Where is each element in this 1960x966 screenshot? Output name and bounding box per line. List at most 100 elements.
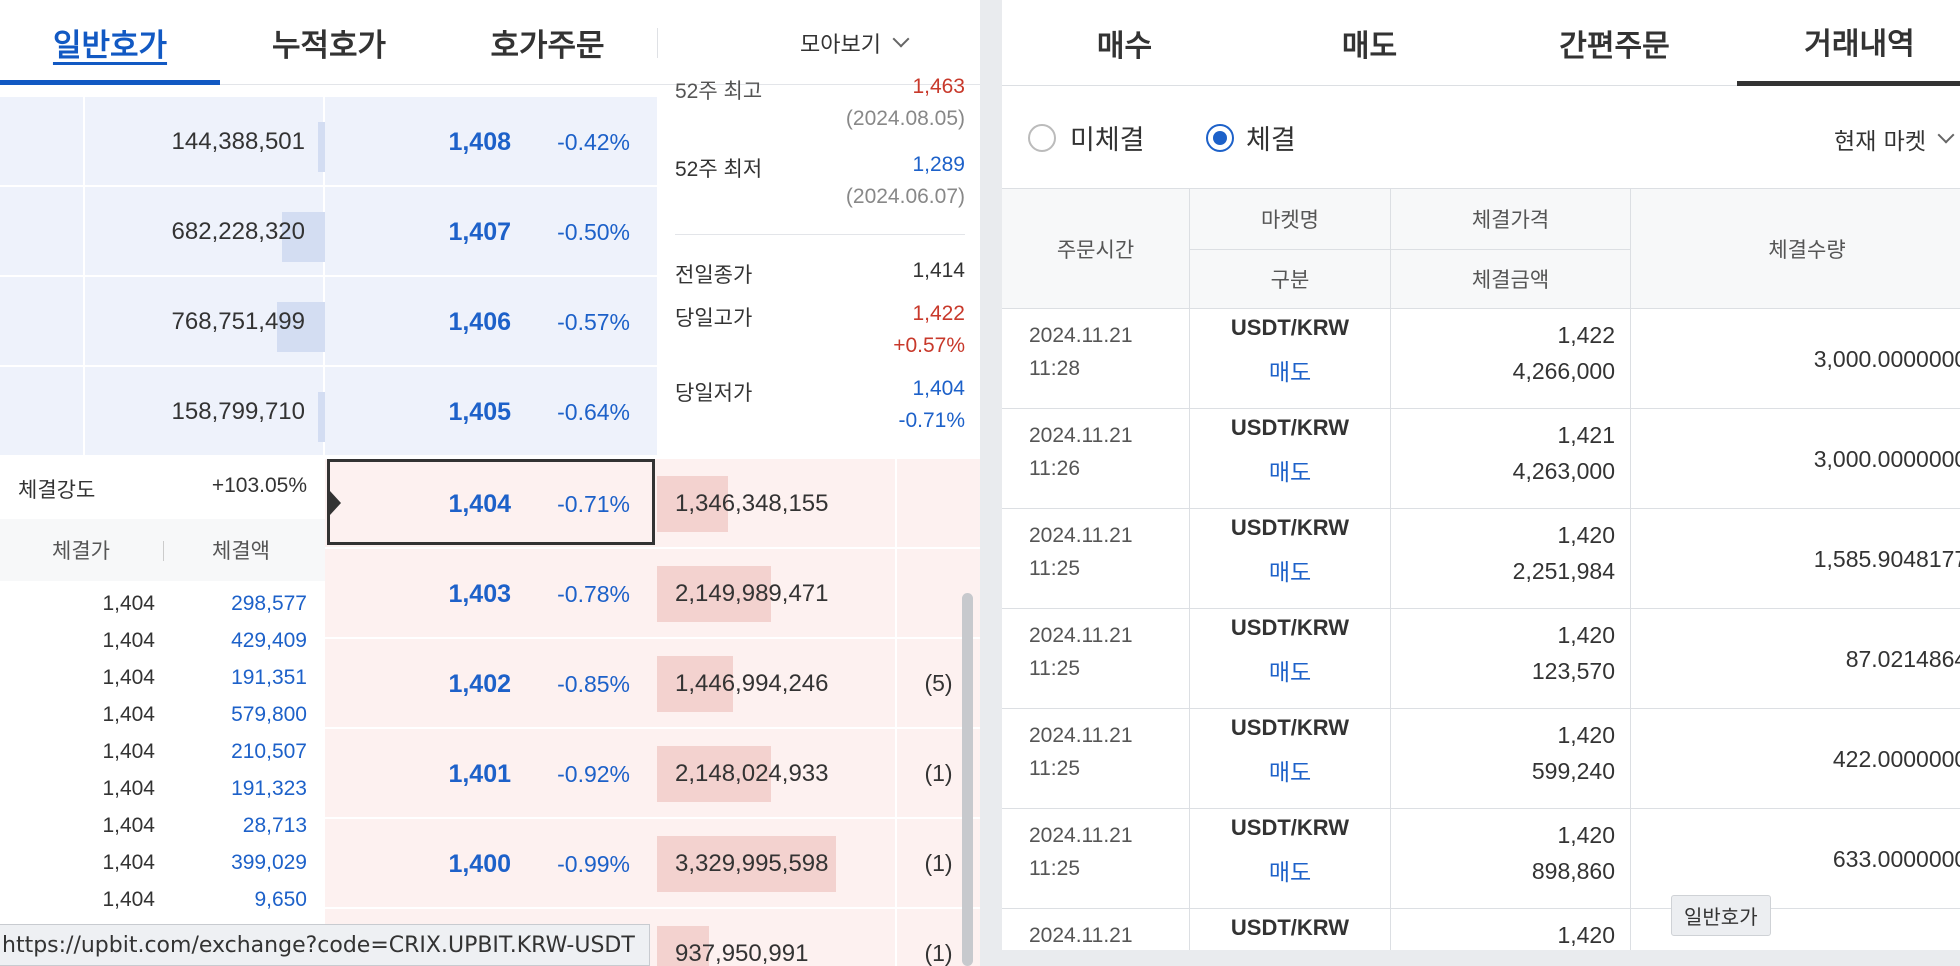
col-divider [1630, 409, 1631, 509]
bid-row[interactable]: 1,402 -0.85% 1,446,994,246 (5) [0, 639, 980, 729]
view-mode-dropdown[interactable]: 모아보기 [800, 0, 910, 85]
ask-row[interactable]: 768,751,499 1,406 -0.57% [0, 277, 657, 367]
hover-tooltip: 일반호가 [1671, 895, 1771, 936]
tab-sell[interactable]: 매도 [1341, 29, 1398, 64]
bid-quantity-bar [657, 926, 709, 966]
col-divider [1189, 609, 1190, 709]
execution-row: 1,404 9,650 [0, 888, 325, 925]
ask-row[interactable]: 682,228,320 1,407 -0.50% [0, 187, 657, 277]
filled-amount-value: 123,570 [1531, 658, 1615, 684]
trade-strength: 체결강도 +103.05% [0, 459, 325, 519]
ask-change-pct: -0.64% [557, 398, 630, 425]
order-date: 2024.11.21 [1029, 424, 1133, 447]
bid-quantity-text: 2,149,989,471 [675, 580, 829, 607]
high52-date: (2024.08.05) [845, 107, 965, 130]
filled-price-value: 1,421 [1557, 422, 1615, 448]
history-row[interactable]: 2024.11.21 11:25 USDT/KRW 매도 1,420 898,860 633… [1002, 809, 1960, 909]
radio-unfilled[interactable] [1028, 124, 1056, 152]
tab-buy[interactable]: 매수 [1096, 29, 1153, 64]
filled-quantity: 633.00000000 [1832, 845, 1960, 872]
trade-side: 매도 [1268, 459, 1312, 485]
order-clock: 11:28 [1029, 357, 1080, 380]
col-divider [1630, 809, 1631, 909]
history-row[interactable]: 2024.11.21 11:25 USDT/KRW 매도 1,420 2,251,984 1… [1002, 509, 1960, 609]
tab-orderbook-order[interactable]: 호가주문 [490, 28, 605, 64]
execution-price: 1,404 [102, 777, 155, 800]
col-divider [1390, 809, 1391, 909]
history-row[interactable]: 2024.11.21 USDT/KRW 1,420 272.07369580 [1002, 909, 1960, 950]
radio-filled[interactable] [1206, 124, 1234, 152]
bid-row[interactable]: 1,401 -0.92% 2,148,024,933 (1) [0, 729, 980, 819]
bid-quantity: 2,148,024,933 [657, 729, 895, 819]
exec-amount-header: 체결액 [212, 539, 270, 563]
bid-quantity-bar [657, 746, 771, 802]
history-row[interactable]: 2024.11.21 11:26 USDT/KRW 매도 1,421 4,263,000 3… [1002, 409, 1960, 509]
order-time: 2024.11.21 11:26 [1029, 419, 1133, 485]
filled-quantity: 3,000.00000000 [1813, 445, 1960, 472]
bid-price-cell [325, 729, 657, 819]
execution-row: 1,404 28,713 [0, 814, 325, 851]
low52-label: 52주 최저 [675, 158, 763, 181]
col-divider [1390, 609, 1391, 709]
execution-row: 1,404 210,507 [0, 740, 325, 777]
view-mode-label: 모아보기 [800, 32, 881, 58]
chevron-down-icon [892, 30, 910, 47]
history-row[interactable]: 2024.11.21 11:25 USDT/KRW 매도 1,420 599,240 422… [1002, 709, 1960, 809]
bid-quantity-bar [657, 476, 728, 532]
ask-row[interactable]: 158,799,710 1,405 -0.64% [0, 367, 657, 457]
col-order-time: 주문시간 [1056, 237, 1135, 262]
execution-amount: 298,577 [231, 592, 307, 615]
day-high-label: 당일고가 [675, 307, 753, 330]
bid-quantity-bar [657, 566, 771, 622]
active-tab-underline [0, 80, 220, 85]
execution-price: 1,404 [102, 666, 155, 689]
market-info-panel: 52주 최고 1,463 (2024.08.05) 52주 최저 1,289 (… [657, 75, 980, 458]
order-clock: 11:25 [1029, 757, 1080, 780]
history-row[interactable]: 2024.11.21 11:25 USDT/KRW 매도 1,420 123,570 87.… [1002, 609, 1960, 709]
day-low-label: 당일저가 [675, 382, 753, 405]
col-divider [1630, 909, 1631, 950]
history-row[interactable]: 2024.11.21 11:28 USDT/KRW 매도 1,422 4,266,000 3… [1002, 309, 1960, 409]
bid-quantity: 937,950,991 [657, 909, 895, 966]
col-divider [1630, 189, 1631, 308]
filled-price: 1,422 4,266,000 [1513, 317, 1615, 389]
ask-quantity: 768,751,499 [85, 277, 325, 367]
col-amount: 체결금액 [1391, 249, 1630, 308]
low52-value: 1,289 [912, 153, 965, 176]
order-panel: 매수 매도 간편주문 거래내역 미체결 체결 현재 마켓 주문시간 마켓명 구분… [1002, 0, 1960, 950]
ask-row[interactable]: 144,388,501 1,408 -0.42% [0, 97, 657, 187]
execution-amount: 191,323 [231, 777, 307, 800]
col-divider [1630, 609, 1631, 709]
filled-price: 1,420 599,240 [1532, 717, 1615, 789]
history-filter: 미체결 체결 현재 마켓 [1002, 86, 1960, 188]
tab-trade-history[interactable]: 거래내역 [1737, 0, 1960, 86]
orderbook-tabs: 일반호가 누적호가 호가주문 모아보기 [0, 0, 980, 85]
bid-row[interactable]: 1,403 -0.78% 2,149,989,471 [0, 549, 980, 639]
tab-general-orderbook[interactable]: 일반호가 [52, 28, 168, 64]
high52-label: 52주 최고 [675, 80, 763, 103]
tab-cumulative-orderbook[interactable]: 누적호가 [271, 28, 387, 64]
bid-row[interactable]: 1,404 -0.71% 1,346,348,155 [0, 459, 980, 549]
market-filter-dropdown[interactable]: 현재 마켓 [1834, 122, 1955, 156]
execution-price: 1,404 [102, 629, 155, 652]
orderbook-scrollbar[interactable] [962, 593, 973, 966]
filled-amount-value: 2,251,984 [1512, 558, 1615, 584]
order-time: 2024.11.21 [1029, 919, 1133, 950]
filled-quantity: 3,000.00000000 [1813, 345, 1960, 372]
bid-quantity: 1,446,994,246 [657, 639, 895, 729]
tab-simple-order[interactable]: 간편주문 [1559, 29, 1670, 64]
filled-quantity: 1,585.90481771 [1813, 545, 1960, 572]
execution-amount: 210,507 [231, 740, 307, 763]
day-low-pct: -0.71% [898, 409, 965, 432]
order-date: 2024.11.21 [1029, 924, 1133, 947]
market-name: USDT/KRW [1230, 815, 1350, 840]
radio-filled-label: 체결 [1246, 125, 1296, 156]
col-divider [1189, 409, 1190, 509]
order-clock: 11:26 [1029, 457, 1080, 480]
col-divider [1189, 709, 1190, 809]
bid-row[interactable]: 1,400 -0.99% 3,329,995,598 (1) [0, 819, 980, 909]
filled-quantity: 422.00000000 [1832, 745, 1960, 772]
bid-quantity-text: 1,346,348,155 [675, 490, 829, 517]
execution-price: 1,404 [102, 888, 155, 911]
order-clock: 11:25 [1029, 657, 1080, 680]
